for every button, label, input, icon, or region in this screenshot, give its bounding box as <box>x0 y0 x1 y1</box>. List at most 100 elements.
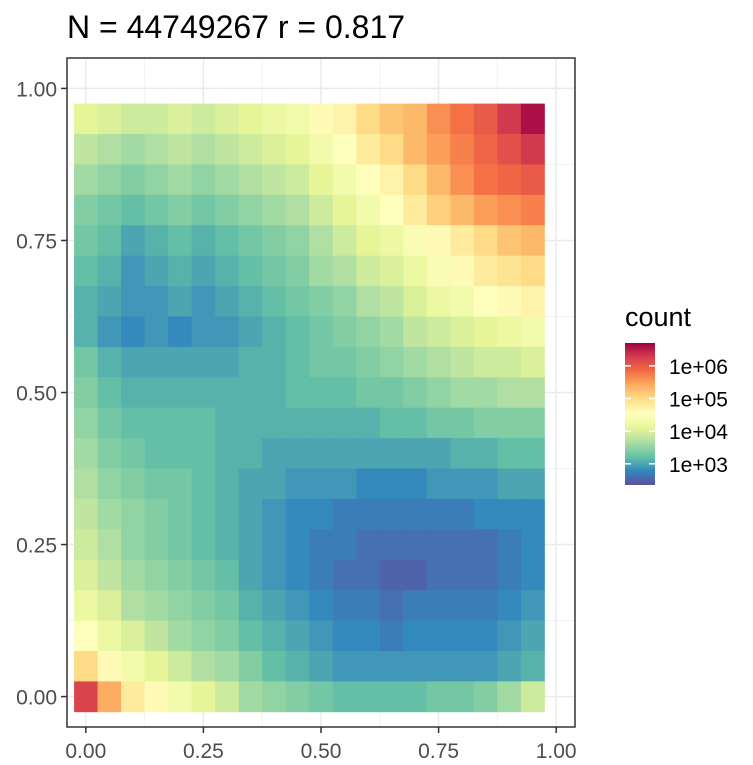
heatmap-tile <box>97 620 122 652</box>
heatmap-tile <box>473 255 498 287</box>
heatmap-tile <box>403 498 428 530</box>
heatmap-tile <box>121 559 146 591</box>
heatmap-tile <box>379 286 404 317</box>
heatmap-tile <box>497 164 522 196</box>
heatmap-tile <box>144 438 169 469</box>
heatmap-tile <box>332 407 357 439</box>
heatmap-tile <box>215 590 240 621</box>
heatmap-tile <box>238 498 263 530</box>
heatmap-tile <box>97 225 122 257</box>
heatmap-tile <box>74 650 98 682</box>
heatmap-tile <box>191 559 216 591</box>
heatmap-tile <box>285 650 310 682</box>
heatmap-tile <box>403 164 428 196</box>
heatmap-tile <box>309 498 334 530</box>
heatmap-tile <box>426 225 451 257</box>
heatmap-tile <box>356 468 381 500</box>
heatmap-tile <box>262 377 287 409</box>
heatmap-tile <box>520 620 545 652</box>
legend: count 1e+06 1e+05 1e+04 1e+03 <box>625 302 728 485</box>
heatmap-tile <box>285 103 310 135</box>
heatmap-tile <box>144 620 169 652</box>
heatmap-tile <box>426 529 451 561</box>
heatmap-tile <box>238 194 263 226</box>
heatmap-tile <box>238 681 263 713</box>
heatmap-tile <box>262 286 287 317</box>
heatmap-tile <box>309 590 334 621</box>
heatmap-tile <box>97 164 122 196</box>
heatmap-tile <box>450 134 475 165</box>
heatmap-tile <box>473 438 498 469</box>
heatmap-tile <box>520 316 545 348</box>
heatmap-tile <box>144 377 169 409</box>
heatmap-tile <box>191 681 216 713</box>
heatmap-tile <box>262 438 287 469</box>
heatmap-tile <box>74 377 98 409</box>
heatmap-tile <box>285 255 310 287</box>
heatmap-tile <box>215 316 240 348</box>
heatmap-tile <box>309 134 334 165</box>
heatmap-tile <box>426 620 451 652</box>
heatmap-tile <box>520 559 545 591</box>
heatmap-tile <box>262 225 287 257</box>
heatmap-tile <box>309 255 334 287</box>
heatmap-tile <box>285 620 310 652</box>
heatmap-tile <box>426 498 451 530</box>
heatmap-tile <box>144 225 169 257</box>
heatmap-tile <box>74 620 98 652</box>
heatmap-tile <box>426 377 451 409</box>
heatmap-tile <box>215 681 240 713</box>
heatmap-tile <box>191 438 216 469</box>
heatmap-tile <box>238 438 263 469</box>
heatmap-tile <box>191 650 216 682</box>
heatmap-tile <box>121 346 146 378</box>
heatmap-tile <box>285 225 310 257</box>
heatmap-tile <box>403 590 428 621</box>
heatmap-tile <box>497 225 522 257</box>
heatmap-tile <box>121 194 146 226</box>
heatmap-tile <box>426 438 451 469</box>
heatmap-tile <box>473 620 498 652</box>
heatmap-tile <box>332 590 357 621</box>
heatmap-tile <box>285 134 310 165</box>
heatmap-tile <box>97 407 122 439</box>
heatmap-tile <box>332 377 357 409</box>
heatmap-tile <box>168 103 193 135</box>
heatmap-tile <box>285 468 310 500</box>
heatmap-tile <box>144 134 169 165</box>
heatmap-tile <box>379 194 404 226</box>
heatmap-tile <box>497 255 522 287</box>
x-tick-label: 0.50 <box>301 740 342 763</box>
heatmap-tile <box>238 164 263 196</box>
heatmap-tile <box>144 559 169 591</box>
heatmap-tile <box>403 103 428 135</box>
heatmap-tile <box>285 681 310 713</box>
heatmap-tile <box>144 468 169 500</box>
heatmap-tile <box>121 620 146 652</box>
heatmap-tile <box>379 590 404 621</box>
heatmap-tile <box>262 407 287 439</box>
heatmap-tile <box>74 164 98 196</box>
heatmap-tile <box>309 620 334 652</box>
heatmap-tile <box>168 559 193 591</box>
heatmap-tile <box>144 590 169 621</box>
heatmap-tile <box>332 164 357 196</box>
heatmap-tile <box>168 255 193 287</box>
heatmap-tile <box>238 225 263 257</box>
heatmap-tile <box>520 255 545 287</box>
heatmap-tile <box>426 316 451 348</box>
heatmap-tile <box>332 529 357 561</box>
heatmap-tile <box>356 164 381 196</box>
heatmap-tile <box>356 316 381 348</box>
heatmap-tile <box>450 468 475 500</box>
heatmap-tile <box>121 103 146 135</box>
heatmap-tile <box>450 620 475 652</box>
heatmap-tile <box>450 590 475 621</box>
heatmap-tile <box>168 590 193 621</box>
heatmap-tile <box>191 620 216 652</box>
heatmap-tile <box>473 134 498 165</box>
heatmap-tile <box>262 590 287 621</box>
heatmap-tile <box>191 225 216 257</box>
heatmap-tile <box>285 377 310 409</box>
chart-title: N = 44749267 r = 0.817 <box>67 9 405 45</box>
